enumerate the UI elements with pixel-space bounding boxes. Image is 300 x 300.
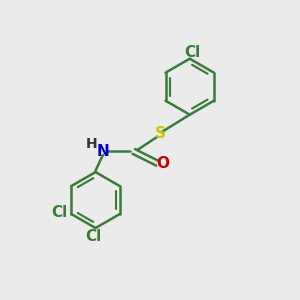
Text: N: N xyxy=(97,144,109,159)
Text: Cl: Cl xyxy=(184,45,201,60)
Text: O: O xyxy=(156,156,169,171)
Text: Cl: Cl xyxy=(51,205,67,220)
Text: S: S xyxy=(155,126,166,141)
Text: Cl: Cl xyxy=(85,229,101,244)
Text: H: H xyxy=(86,137,98,151)
